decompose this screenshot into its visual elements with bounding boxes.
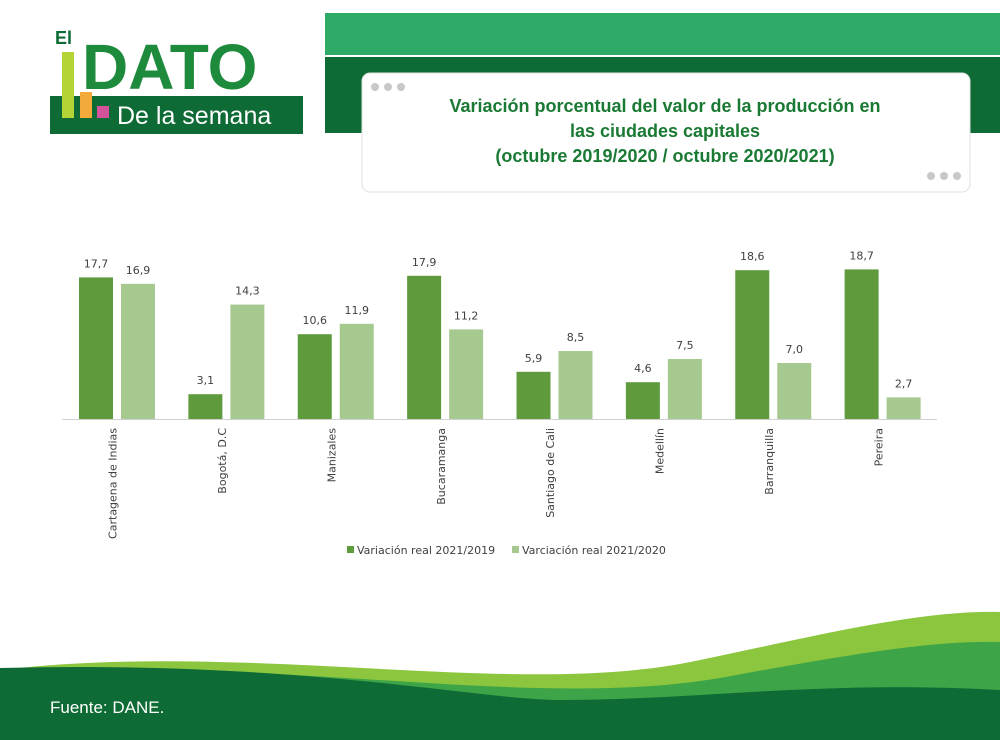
legend-swatch — [347, 546, 354, 553]
value-label: 11,9 — [345, 304, 370, 317]
bar — [188, 394, 223, 419]
legend-label: Variación real 2021/2019 — [357, 544, 495, 557]
bar — [230, 304, 265, 419]
value-label: 11,2 — [454, 309, 479, 322]
logo-big: DATO — [82, 31, 257, 103]
value-label: 5,9 — [525, 352, 543, 365]
bar — [886, 397, 921, 419]
x-tick-label: Santiago de Cali — [544, 428, 557, 518]
title-line: Variación porcentual del valor de la pro… — [449, 96, 880, 116]
legend-label: Varciación real 2021/2020 — [522, 544, 666, 557]
bar — [297, 334, 332, 419]
bar — [667, 359, 702, 419]
title-line: (octubre 2019/2020 / octubre 2020/2021) — [495, 146, 834, 166]
value-label: 3,1 — [197, 374, 215, 387]
bar — [407, 275, 442, 419]
bar — [449, 329, 484, 419]
value-label: 16,9 — [126, 264, 151, 277]
bar — [735, 270, 770, 419]
value-label: 10,6 — [303, 314, 328, 327]
value-label: 4,6 — [634, 362, 652, 375]
x-tick-label: Manizales — [325, 428, 338, 483]
legend-swatch — [512, 546, 519, 553]
chart-title: Variación porcentual del valor de la pro… — [449, 96, 880, 166]
value-label: 18,6 — [740, 250, 765, 263]
title-card — [361, 72, 971, 193]
value-label: 7,0 — [786, 343, 804, 356]
logo-bar — [62, 52, 74, 118]
value-label: 17,9 — [412, 256, 437, 269]
value-label: 18,7 — [849, 249, 874, 262]
logo: El DATO De la semana — [50, 28, 303, 134]
logo-tagline: De la semana — [117, 102, 271, 130]
x-tick-label: Medellín — [654, 428, 667, 474]
value-label: 2,7 — [895, 377, 913, 390]
bar — [558, 351, 593, 419]
bar — [625, 382, 660, 419]
bar — [777, 363, 812, 419]
card-dots — [371, 83, 961, 180]
bar — [516, 371, 551, 419]
plot: 17,7 16,9 Cartagena de Indias 3,1 14,3 Bogotá… — [79, 249, 921, 557]
title-line: las ciudades capitales — [570, 121, 760, 141]
value-label: 7,5 — [676, 339, 694, 352]
x-tick-label: Barranquilla — [763, 428, 776, 495]
value-label: 8,5 — [567, 331, 585, 344]
logo-bar — [97, 106, 109, 118]
bar — [121, 283, 155, 419]
x-tick-label: Bucaramanga — [435, 428, 448, 505]
value-label: 17,7 — [84, 257, 109, 270]
logo-box — [50, 96, 303, 134]
bar — [79, 277, 113, 419]
source: Fuente: DANE. — [50, 698, 164, 717]
x-tick-label: Cartagena de Indias — [107, 428, 120, 539]
bar — [844, 269, 879, 419]
footer-waves — [0, 611, 1000, 740]
value-label: 14,3 — [235, 285, 260, 298]
x-tick-label: Pereira — [872, 428, 885, 466]
x-tick-label: Bogotá, D.C — [216, 428, 229, 494]
header-band — [325, 13, 1000, 55]
bar — [339, 323, 374, 419]
logo-bar — [80, 92, 92, 118]
logo-small: El — [55, 28, 72, 48]
